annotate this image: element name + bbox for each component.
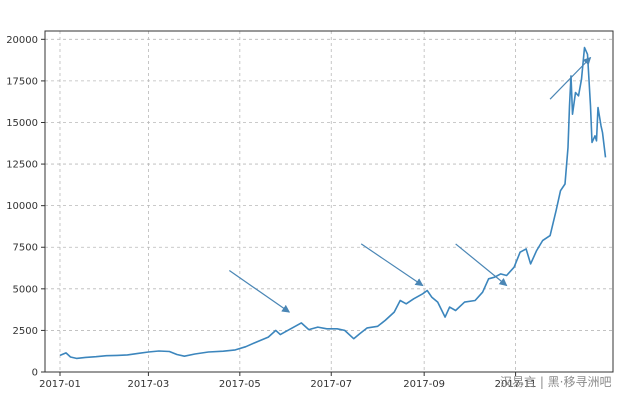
x-tick-label: 2017-01 xyxy=(39,379,81,390)
series-layer xyxy=(59,46,607,360)
annotation-arrow xyxy=(228,270,291,313)
y-tick-label: 12500 xyxy=(6,160,38,171)
annotation-arrow xyxy=(549,56,592,100)
y-tick-label: 0 xyxy=(32,368,38,379)
x-tick-label: 2017-03 xyxy=(128,379,170,390)
y-tick-label: 5000 xyxy=(13,284,38,295)
y-tick-label: 15000 xyxy=(6,118,38,129)
y-tick-label: 10000 xyxy=(6,201,38,212)
annotation-arrow xyxy=(455,243,508,287)
plot-frame xyxy=(44,30,614,373)
annotation-arrows xyxy=(228,56,592,313)
x-tick-label: 2017-11 xyxy=(495,379,537,390)
x-tick-label: 2017-09 xyxy=(403,379,445,390)
y-tick-label: 20000 xyxy=(6,35,38,46)
price-series-line xyxy=(59,46,607,360)
y-tick-label: 2500 xyxy=(13,326,38,337)
grid-lines xyxy=(45,31,613,373)
x-tick-label: 2017-07 xyxy=(310,379,352,390)
x-tick-label: 2017-05 xyxy=(219,379,261,390)
y-tick-label: 17500 xyxy=(6,76,38,87)
axis-ticks: 0 2500 5000 7500 10000 12500 15000 17500 20000 20… xyxy=(6,35,536,390)
watermark-text: 汉易言 | 黑·移寻洲吧 xyxy=(500,375,612,389)
annotation-arrow xyxy=(360,243,424,287)
y-tick-label: 7500 xyxy=(13,243,38,254)
